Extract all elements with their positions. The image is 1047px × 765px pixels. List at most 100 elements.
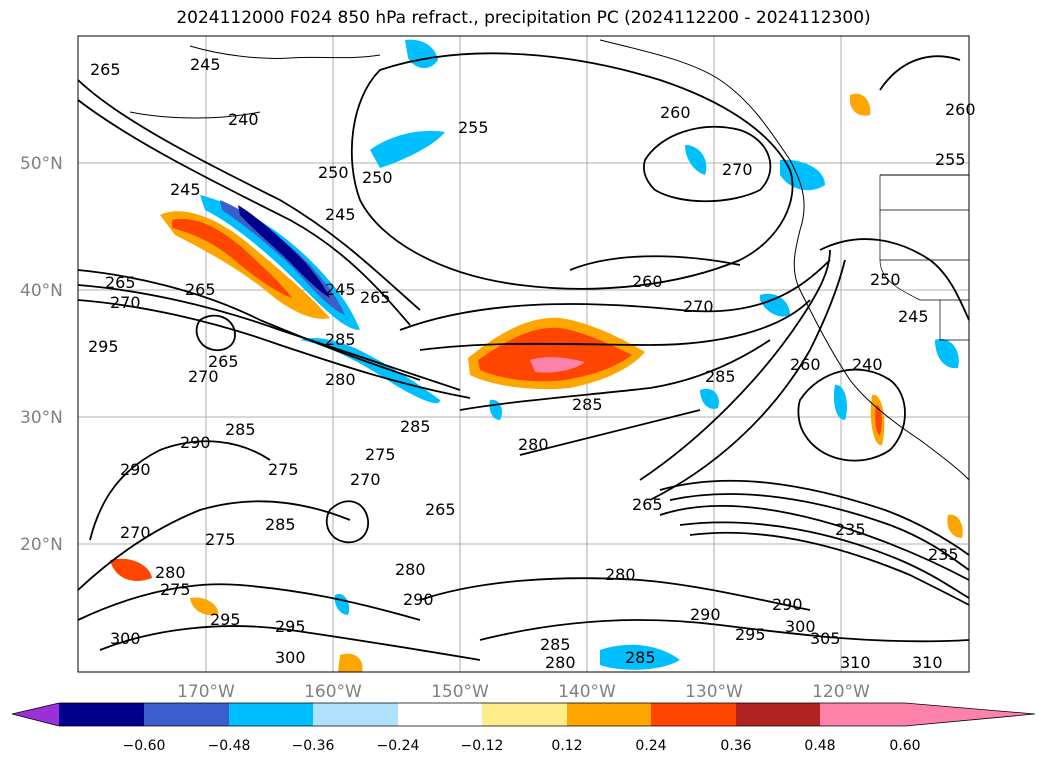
contour-label: 290: [690, 605, 721, 624]
colorbar-extend-low: [12, 703, 59, 726]
contour-label: 305: [810, 629, 841, 648]
colorbar-bin: [144, 703, 229, 726]
contour-label: 270: [120, 523, 151, 542]
contour-label: 265: [105, 273, 136, 292]
contour-label: 240: [852, 355, 883, 374]
contour-label: 265: [90, 60, 121, 79]
coastlines: [129, 39, 970, 481]
contour-label: 275: [365, 445, 396, 464]
contour-label: 280: [545, 653, 576, 672]
contour-label: 260: [632, 272, 663, 291]
contour-label: 255: [935, 150, 966, 169]
contour-label: 300: [785, 617, 816, 636]
lon-label-140w: 140°W: [558, 682, 616, 702]
contour-label: 310: [912, 653, 943, 672]
lon-label-160w: 160°W: [304, 682, 362, 702]
colorbar-bin: [229, 703, 313, 726]
precipitation-shading: [110, 39, 963, 672]
contour-label: 260: [945, 100, 976, 119]
contour-label: 290: [403, 590, 434, 609]
colorbar-bin: [820, 703, 905, 726]
contour-label: 295: [88, 337, 119, 356]
colorbar-bin: [736, 703, 820, 726]
colorbar-tick-label: 0.48: [804, 738, 835, 754]
longitude-labels: 170°W 160°W 150°W 140°W 130°W 120°W: [177, 682, 870, 702]
contour-label: 280: [605, 565, 636, 584]
contour-label: 265: [185, 280, 216, 299]
contour-label: 290: [772, 595, 803, 614]
contour-label: 275: [160, 580, 191, 599]
contour-label: 270: [683, 297, 714, 316]
contour-label: 250: [870, 270, 901, 289]
colorbar-tick-label: −0.12: [461, 738, 504, 754]
contour-label: 255: [458, 118, 489, 137]
contour-label: 265: [208, 352, 239, 371]
lat-label-50n: 50°N: [20, 154, 63, 174]
lat-label-40n: 40°N: [20, 281, 63, 301]
contour-label: 235: [928, 545, 959, 564]
lon-label-170w: 170°W: [177, 682, 235, 702]
colorbar-bin: [398, 703, 482, 726]
colorbar: −0.60 −0.48 −0.36 −0.24 −0.12 0.12 0.24 …: [11, 702, 1036, 754]
contour-label: 300: [110, 629, 141, 648]
colorbar-tick-label: 0.36: [720, 738, 751, 754]
colorbar-bin: [59, 703, 144, 726]
contour-label: 240: [228, 110, 259, 129]
contour-label: 245: [190, 55, 221, 74]
contour-label: 300: [275, 648, 306, 667]
contour-label: 245: [325, 280, 356, 299]
colorbar-bin: [482, 703, 567, 726]
lon-label-120w: 120°W: [812, 682, 870, 702]
contour-label: 250: [318, 163, 349, 182]
colorbar-tick-label: 0.12: [551, 738, 582, 754]
lon-label-130w: 130°W: [685, 682, 743, 702]
contour-label: 235: [835, 520, 866, 539]
colorbar-tick-label: 0.24: [635, 738, 666, 754]
contour-label: 265: [425, 500, 456, 519]
contour-label: 295: [275, 617, 306, 636]
contour-label: 285: [705, 367, 736, 386]
contour-label: 245: [325, 205, 356, 224]
colorbar-extend-high: [905, 703, 1035, 726]
lat-label-20n: 20°N: [20, 535, 63, 555]
contour-label: 295: [210, 610, 241, 629]
contour-label: 260: [790, 355, 821, 374]
contour-label: 285: [572, 395, 603, 414]
lat-label-30n: 30°N: [20, 408, 63, 428]
contour-label: 280: [325, 370, 356, 389]
contour-label: 290: [120, 460, 151, 479]
colorbar-bin: [567, 703, 651, 726]
contour-label: 275: [268, 460, 299, 479]
contour-label: 285: [625, 648, 656, 667]
contour-label: 245: [170, 180, 201, 199]
colorbar-tick-label: 0.60: [889, 738, 920, 754]
contour-label: 295: [735, 625, 766, 644]
colorbar-bin: [651, 703, 736, 726]
contour-label: 285: [325, 330, 356, 349]
contour-label: 270: [350, 470, 381, 489]
contour-label: 285: [225, 420, 256, 439]
contour-label: 280: [395, 560, 426, 579]
colorbar-tick-label: −0.60: [123, 738, 166, 754]
lon-label-150w: 150°W: [431, 682, 489, 702]
contour-label: 280: [518, 435, 549, 454]
contour-label: 250: [362, 168, 393, 187]
contour-label: 275: [205, 530, 236, 549]
contour-label: 270: [722, 160, 753, 179]
contour-label: 285: [265, 515, 296, 534]
contour-label: 265: [360, 288, 391, 307]
contour-labels: 265 245 240 255 250 250 260 270 255 260 …: [88, 55, 976, 672]
contour-label: 280: [155, 563, 186, 582]
colorbar-tick-label: −0.24: [377, 738, 420, 754]
contour-label: 260: [660, 103, 691, 122]
contour-label: 290: [180, 433, 211, 452]
map-frame: [77, 35, 970, 673]
colorbar-bin: [313, 703, 398, 726]
contour-label: 285: [400, 417, 431, 436]
map-title: 2024112000 F024 850 hPa refract., precip…: [176, 8, 871, 28]
colorbar-tick-label: −0.48: [208, 738, 251, 754]
contour-label: 245: [898, 307, 929, 326]
graticule: [78, 36, 969, 672]
contour-label: 310: [840, 653, 871, 672]
